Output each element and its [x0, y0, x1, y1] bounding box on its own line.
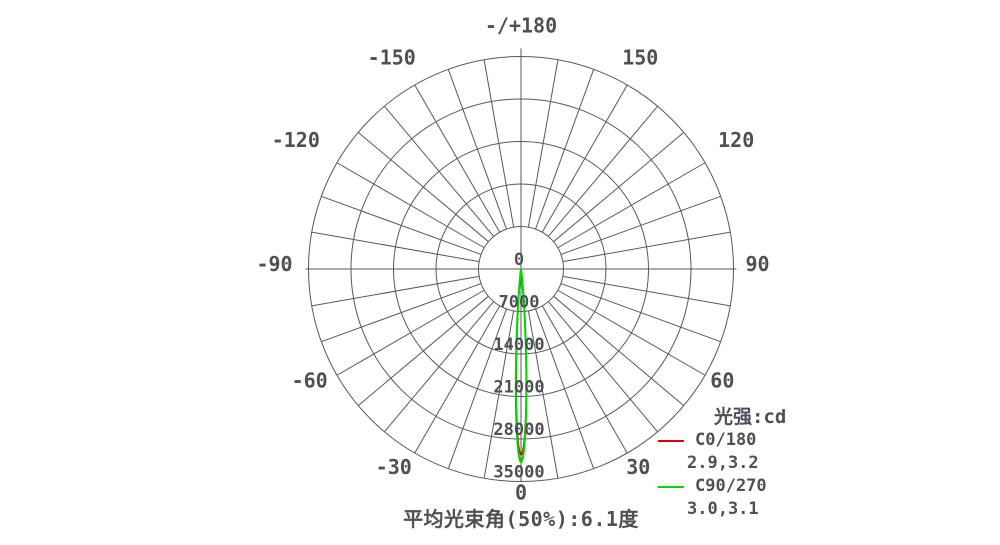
curve-c90-270	[514, 268, 528, 464]
legend-item-c90-270: C90/270	[650, 475, 870, 498]
beam-angle-caption: 平均光束角(50%):6.1度	[403, 507, 639, 531]
angle-tick-labels: 0 30 60 90 120 150 -/+180 -30 -60 -90 -120 -150	[256, 14, 769, 505]
legend-item-label: C90/270	[695, 476, 767, 496]
c0-180-line-swatch	[658, 439, 684, 442]
polar-grid-spokes	[311, 59, 731, 479]
svg-text:14000: 14000	[493, 335, 544, 355]
svg-text:-30: -30	[376, 455, 412, 479]
svg-text:-90: -90	[256, 252, 292, 276]
svg-text:0: 0	[515, 481, 527, 505]
svg-text:7000: 7000	[499, 293, 540, 313]
legend-item-c90-270-beam-angles: 3.0,3.1	[687, 499, 759, 519]
svg-text:-/+180: -/+180	[485, 14, 557, 38]
legend-item-label: C0/180	[695, 430, 757, 450]
svg-text:60: 60	[710, 368, 734, 392]
svg-text:90: 90	[745, 252, 769, 276]
c90-270-line-swatch	[658, 485, 684, 488]
svg-text:-120: -120	[272, 128, 320, 152]
svg-text:-150: -150	[368, 45, 416, 69]
svg-text:-60: -60	[292, 368, 328, 392]
legend-item-c0-180: C0/180	[650, 429, 870, 452]
svg-text:21000: 21000	[493, 378, 544, 398]
legend-title: 光强:cd	[714, 406, 787, 428]
svg-text:35000: 35000	[493, 463, 544, 483]
chart-legend: 光强:cd C0/180 2.9,3.2 C90/270 3.0,3.1	[650, 406, 870, 521]
svg-text:0: 0	[514, 250, 524, 270]
legend-item-c0-180-beam-angles: 2.9,3.2	[687, 453, 759, 473]
svg-text:30: 30	[626, 455, 650, 479]
svg-text:150: 150	[622, 45, 658, 69]
svg-text:28000: 28000	[493, 420, 544, 440]
svg-text:120: 120	[718, 128, 754, 152]
radial-tick-labels: 0 7000 14000 21000 28000 35000	[493, 250, 544, 483]
